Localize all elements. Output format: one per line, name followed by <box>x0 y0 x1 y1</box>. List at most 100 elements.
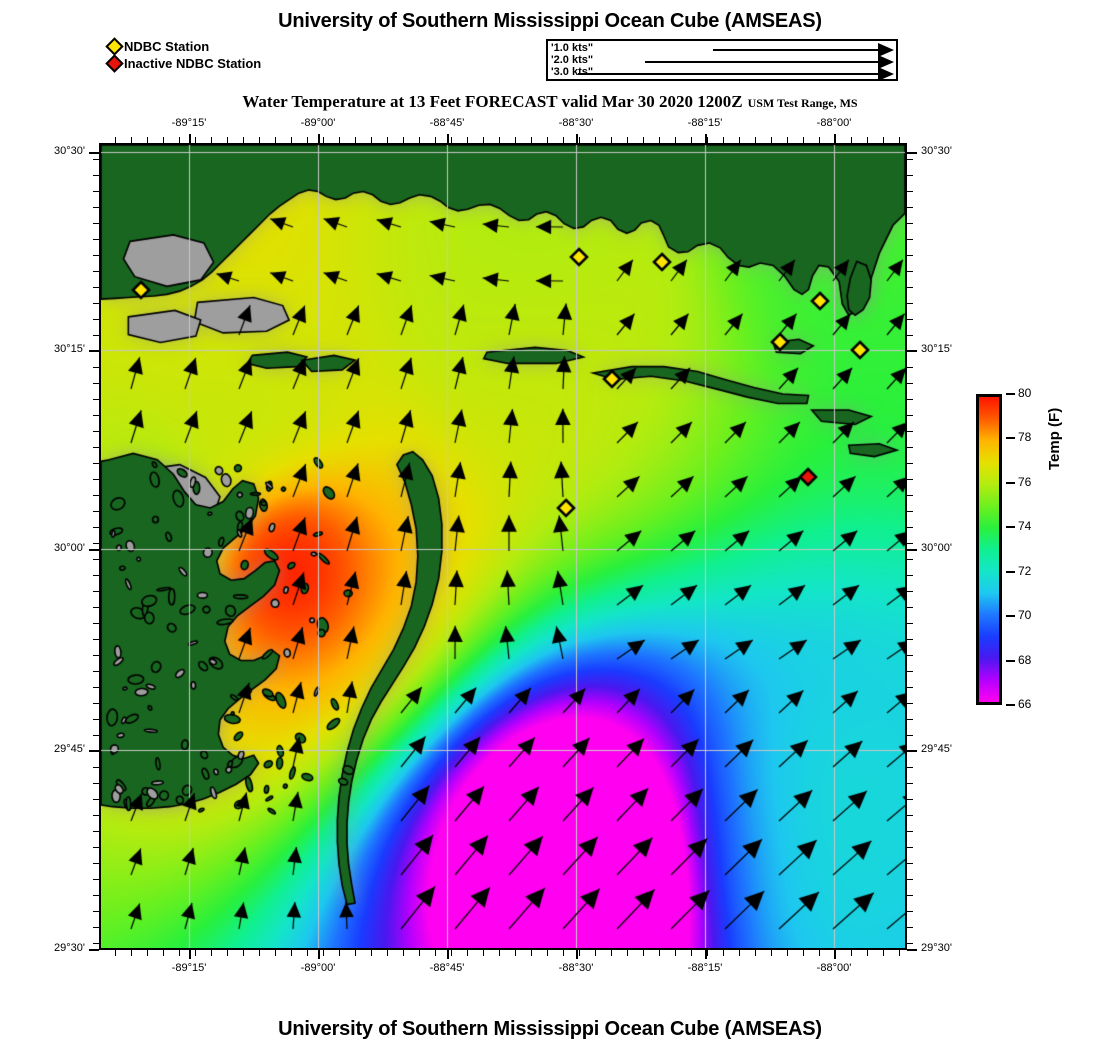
axis-tick-minor <box>883 950 884 956</box>
axis-tick-minor <box>907 543 913 544</box>
x-axis-label: -88°30' <box>558 962 594 974</box>
axis-tick-minor <box>93 719 99 720</box>
axis-tick-minor <box>131 950 132 956</box>
colorbar-tick <box>1006 393 1015 395</box>
axis-tick-minor <box>627 950 628 956</box>
axis-tick-minor <box>93 287 99 288</box>
axis-tick-minor <box>907 655 913 656</box>
colorbar-tick-label: 74 <box>1018 519 1032 534</box>
x-axis-label: -88°15' <box>687 962 723 974</box>
axis-tick-major <box>89 750 99 752</box>
axis-tick-minor <box>907 799 913 800</box>
y-axis-label: 30°30' <box>54 145 85 157</box>
axis-tick-minor <box>907 879 913 880</box>
axis-tick-minor <box>499 137 500 143</box>
axis-tick-minor <box>467 137 468 143</box>
axis-tick-minor <box>93 431 99 432</box>
axis-tick-minor <box>907 815 913 816</box>
axis-tick-minor <box>115 137 116 143</box>
axis-tick-minor <box>907 511 913 512</box>
axis-tick-minor <box>93 687 99 688</box>
axis-tick-minor <box>115 950 116 956</box>
axis-tick-minor <box>595 137 596 143</box>
axis-tick-minor <box>211 137 212 143</box>
axis-tick-minor <box>93 527 99 528</box>
axis-tick-minor <box>803 137 804 143</box>
axis-tick-minor <box>691 137 692 143</box>
axis-tick-minor <box>355 950 356 956</box>
axis-tick-minor <box>907 927 913 928</box>
axis-tick-minor <box>355 137 356 143</box>
subtitle-region: USM Test Range, MS <box>747 96 858 110</box>
x-axis-label: -88°15' <box>687 117 723 129</box>
axis-tick-minor <box>307 137 308 143</box>
axis-tick-minor <box>907 895 913 896</box>
axis-tick-minor <box>323 950 324 956</box>
axis-tick-minor <box>243 137 244 143</box>
axis-tick-minor <box>163 137 164 143</box>
axis-tick-minor <box>93 463 99 464</box>
axis-tick-minor <box>851 950 852 956</box>
axis-tick-minor <box>147 137 148 143</box>
axis-tick-minor <box>659 950 660 956</box>
axis-tick-minor <box>627 137 628 143</box>
axis-tick-minor <box>131 137 132 143</box>
axis-tick-major <box>447 950 449 959</box>
axis-tick-minor <box>451 137 452 143</box>
yellow-diamond-icon <box>105 36 124 56</box>
axis-tick-minor <box>323 137 324 143</box>
axis-tick-major <box>907 549 917 551</box>
axis-tick-major <box>907 350 917 352</box>
axis-tick-minor <box>93 911 99 912</box>
axis-tick-major <box>89 949 99 951</box>
axis-tick-minor <box>907 239 913 240</box>
axis-tick-minor <box>93 623 99 624</box>
axis-tick-major <box>318 134 320 143</box>
x-axis-label: -88°45' <box>429 962 465 974</box>
colorbar-tick <box>1006 481 1015 484</box>
axis-tick-minor <box>883 137 884 143</box>
footer-title: University of Southern Mississippi Ocean… <box>278 1018 822 1040</box>
colorbar-tick-label: 68 <box>1018 652 1032 667</box>
speed-label-1: '1.0 kts" <box>551 42 594 54</box>
axis-tick-minor <box>93 543 99 544</box>
axis-tick-major <box>834 950 836 959</box>
axis-tick-minor <box>675 950 676 956</box>
axis-tick-minor <box>93 447 99 448</box>
axis-tick-minor <box>531 137 532 143</box>
axis-tick-minor <box>907 735 913 736</box>
y-axis-label: 29°30' <box>921 942 952 954</box>
axis-tick-minor <box>675 137 676 143</box>
temperature-map[interactable] <box>99 143 907 950</box>
axis-tick-minor <box>93 335 99 336</box>
axis-tick-minor <box>93 191 99 192</box>
axis-tick-minor <box>907 703 913 704</box>
axis-tick-minor <box>93 415 99 416</box>
axis-tick-major <box>189 134 191 143</box>
axis-tick-minor <box>907 767 913 768</box>
axis-tick-minor <box>93 879 99 880</box>
axis-tick-minor <box>93 639 99 640</box>
current-speed-legend: '1.0 kts" '2.0 kts" '3.0 kts" <box>546 39 898 81</box>
colorbar-tick-label: 66 <box>1018 697 1032 711</box>
axis-tick-minor <box>195 950 196 956</box>
speed-legend-row-3: '3.0 kts" <box>548 66 896 81</box>
speed-label-3: '3.0 kts" <box>551 66 594 78</box>
axis-tick-minor <box>499 950 500 956</box>
axis-tick-minor <box>907 223 913 224</box>
axis-tick-minor <box>579 950 580 956</box>
axis-tick-minor <box>483 137 484 143</box>
axis-tick-minor <box>907 399 913 400</box>
speed-legend-row-2: '2.0 kts" <box>548 54 896 69</box>
axis-tick-minor <box>771 137 772 143</box>
axis-tick-minor <box>339 137 340 143</box>
x-axis-label: -89°15' <box>171 962 207 974</box>
speed-line-1 <box>713 49 878 51</box>
axis-tick-minor <box>907 447 913 448</box>
y-axis-label: 30°15' <box>54 343 85 355</box>
axis-tick-major <box>907 750 917 752</box>
axis-tick-minor <box>547 137 548 143</box>
colorbar-tick-label: 76 <box>1018 474 1032 489</box>
axis-tick-minor <box>907 175 913 176</box>
y-axis-label: 30°30' <box>921 145 952 157</box>
